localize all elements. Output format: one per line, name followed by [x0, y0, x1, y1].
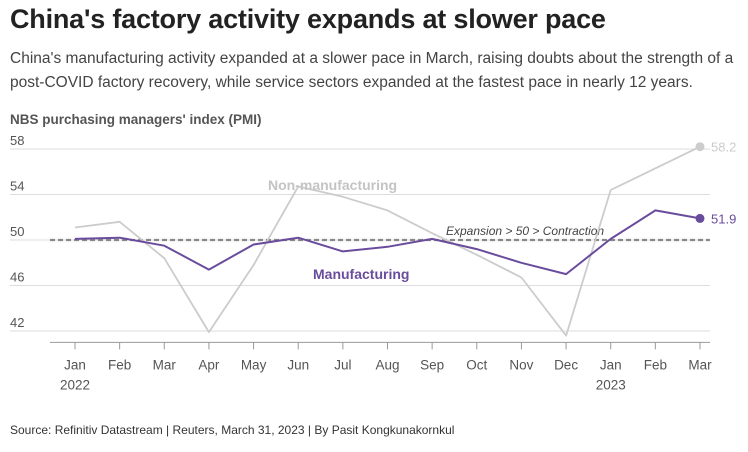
x-year-label: 2023 [596, 377, 626, 392]
y-tick-label: 54 [10, 179, 24, 194]
non-manufacturing-end-point [695, 142, 705, 152]
x-tick-label: Jun [287, 357, 309, 372]
x-tick-label: Mar [153, 357, 177, 372]
chart-subtitle: China's manufacturing activity expanded … [10, 50, 734, 91]
x-year-label: 2022 [60, 377, 90, 392]
manufacturing-line [74, 209, 701, 276]
x-tick-label: Apr [198, 357, 220, 372]
y-tick-label: 42 [10, 315, 24, 330]
x-tick-label: Feb [644, 357, 667, 372]
x-tick-label: Aug [375, 357, 399, 372]
x-tick-label: May [241, 357, 267, 372]
reference-line-label: Expansion > 50 > Contraction [446, 224, 604, 238]
chart-heading: NBS purchasing managers' index (PMI) [10, 112, 262, 127]
y-tick-label: 50 [10, 224, 24, 239]
source-credit: Source: Refinitiv Datastream | Reuters, … [10, 423, 455, 437]
x-tick-label: Sep [420, 357, 444, 372]
manufacturing-end-point [695, 213, 705, 223]
x-tick-label: Dec [554, 357, 578, 372]
manufacturing-end-label: 51.9 [711, 211, 736, 226]
x-tick-label: Feb [108, 357, 131, 372]
manufacturing-series-label: Manufacturing [313, 266, 409, 282]
y-tick-label: 58 [10, 133, 24, 148]
x-tick-label: Oct [466, 357, 487, 372]
non-manufacturing-end-label: 58.2 [711, 140, 736, 155]
y-tick-label: 46 [10, 270, 24, 285]
x-tick-label: Jan [600, 357, 622, 372]
non-manufacturing-line [74, 145, 701, 337]
non-manufacturing-series-label: Non-manufacturing [268, 177, 397, 193]
x-tick-label: Nov [509, 357, 533, 372]
x-tick-label: Jul [334, 357, 351, 372]
x-tick-label: Jan [64, 357, 86, 372]
chart-title: China's factory activity expands at slow… [10, 4, 606, 34]
x-tick-label: Mar [688, 357, 712, 372]
